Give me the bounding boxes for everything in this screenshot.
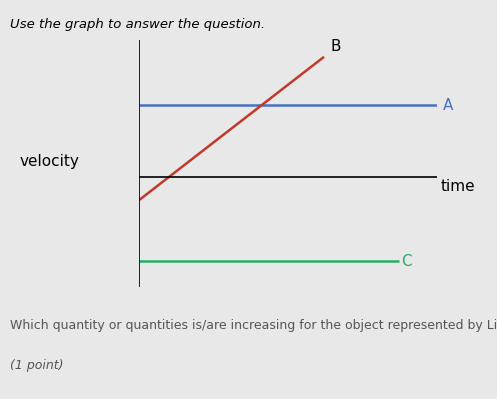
Text: C: C: [402, 254, 412, 269]
Text: B: B: [330, 39, 340, 54]
Text: (1 point): (1 point): [10, 359, 64, 372]
Text: time: time: [440, 179, 475, 194]
Text: velocity: velocity: [20, 154, 80, 169]
Text: Which quantity or quantities is/are increasing for the object represented by Lin: Which quantity or quantities is/are incr…: [10, 319, 497, 332]
Text: A: A: [443, 97, 454, 113]
Text: Use the graph to answer the question.: Use the graph to answer the question.: [10, 18, 265, 31]
